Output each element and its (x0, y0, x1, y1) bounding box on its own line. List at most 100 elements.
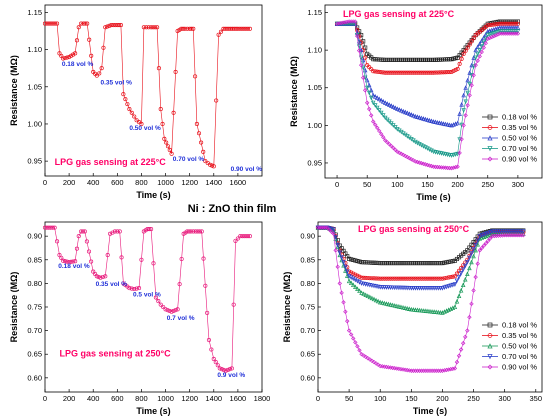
data-point (115, 229, 120, 234)
data-point (385, 101, 390, 106)
data-point (341, 260, 346, 265)
data-point (433, 119, 438, 125)
data-point (218, 29, 224, 34)
data-point (387, 70, 392, 75)
data-point (451, 152, 456, 158)
data-point (360, 75, 366, 80)
data-point (483, 41, 488, 46)
data-point (467, 245, 472, 250)
data-point (373, 361, 379, 366)
data-point (417, 261, 422, 266)
data-point (353, 284, 358, 289)
data-point (369, 295, 375, 301)
data-point (425, 70, 430, 75)
data-point (515, 25, 521, 30)
series-line (337, 21, 518, 169)
data-point (409, 157, 414, 162)
data-point (432, 276, 437, 281)
data-point (463, 48, 468, 53)
data-point (151, 261, 156, 266)
data-point (471, 253, 476, 259)
data-point (50, 225, 55, 230)
data-point (67, 54, 72, 60)
chart-title: LPG gas sensing at 250°C (59, 349, 171, 359)
data-point (463, 85, 468, 90)
legend-swatch-marker (487, 146, 493, 152)
data-point (453, 165, 458, 170)
y-tick-label: 1.15 (307, 8, 322, 17)
data-point (110, 230, 115, 235)
data-point (355, 258, 360, 264)
data-point (388, 261, 393, 266)
data-point (85, 21, 90, 26)
data-point (359, 275, 364, 280)
data-point (139, 257, 144, 262)
x-tick-label: 250 (467, 394, 480, 403)
data-point (331, 231, 336, 237)
data-point (216, 32, 221, 37)
data-point (371, 276, 377, 281)
data-point (385, 70, 390, 75)
data-point (48, 225, 53, 230)
data-point (84, 239, 89, 244)
x-tick-label: 50 (345, 394, 353, 403)
x-tick-label: 0 (43, 394, 47, 403)
y-tick-label: 1.10 (307, 46, 322, 55)
data-point (437, 70, 442, 75)
data-point (427, 70, 432, 75)
data-point (449, 166, 454, 171)
data-point (52, 225, 57, 230)
data-point (407, 276, 412, 281)
data-point (425, 117, 430, 122)
data-point (107, 23, 112, 28)
x-axis-title: Time (s) (136, 406, 170, 416)
data-point (463, 113, 468, 118)
data-point (413, 70, 418, 75)
data-point (378, 110, 384, 116)
data-point (73, 51, 78, 56)
data-point (384, 276, 389, 281)
data-point (380, 300, 385, 305)
x-tick-label: 800 (135, 394, 148, 403)
legend-label: 0.50 vol % (502, 342, 537, 351)
data-point (357, 348, 362, 353)
x-axis-title: Time (s) (136, 190, 170, 200)
data-point (339, 290, 344, 296)
data-point (194, 121, 199, 127)
data-point (325, 225, 330, 230)
data-point (94, 73, 99, 78)
data-point (456, 274, 462, 280)
data-point (394, 276, 399, 281)
data-point (99, 66, 104, 71)
data-point (399, 151, 404, 157)
data-point (425, 308, 431, 314)
data-point (515, 31, 521, 36)
data-point (411, 261, 416, 266)
data-point (371, 69, 376, 74)
data-point (451, 165, 456, 170)
data-point (479, 44, 484, 49)
x-tick-label: 0 (316, 394, 320, 403)
data-point (491, 22, 496, 27)
data-point (369, 358, 375, 363)
y-tick-label: 0.70 (300, 326, 315, 335)
data-point (431, 70, 436, 75)
data-point (227, 367, 232, 372)
data-point (103, 25, 108, 30)
data-point (235, 236, 240, 241)
data-point (344, 19, 350, 25)
data-point (369, 113, 374, 118)
data-point (359, 290, 364, 295)
data-point (431, 119, 436, 124)
data-point (205, 310, 210, 315)
data-point (471, 73, 476, 78)
data-point (413, 113, 418, 119)
data-point (405, 154, 410, 160)
x-tick-label: 150 (405, 394, 418, 403)
y-tick-label: 1.10 (27, 45, 42, 54)
data-point (436, 309, 441, 315)
data-point (384, 301, 389, 306)
data-point (391, 70, 396, 75)
data-point (132, 114, 137, 119)
data-point (452, 274, 457, 279)
